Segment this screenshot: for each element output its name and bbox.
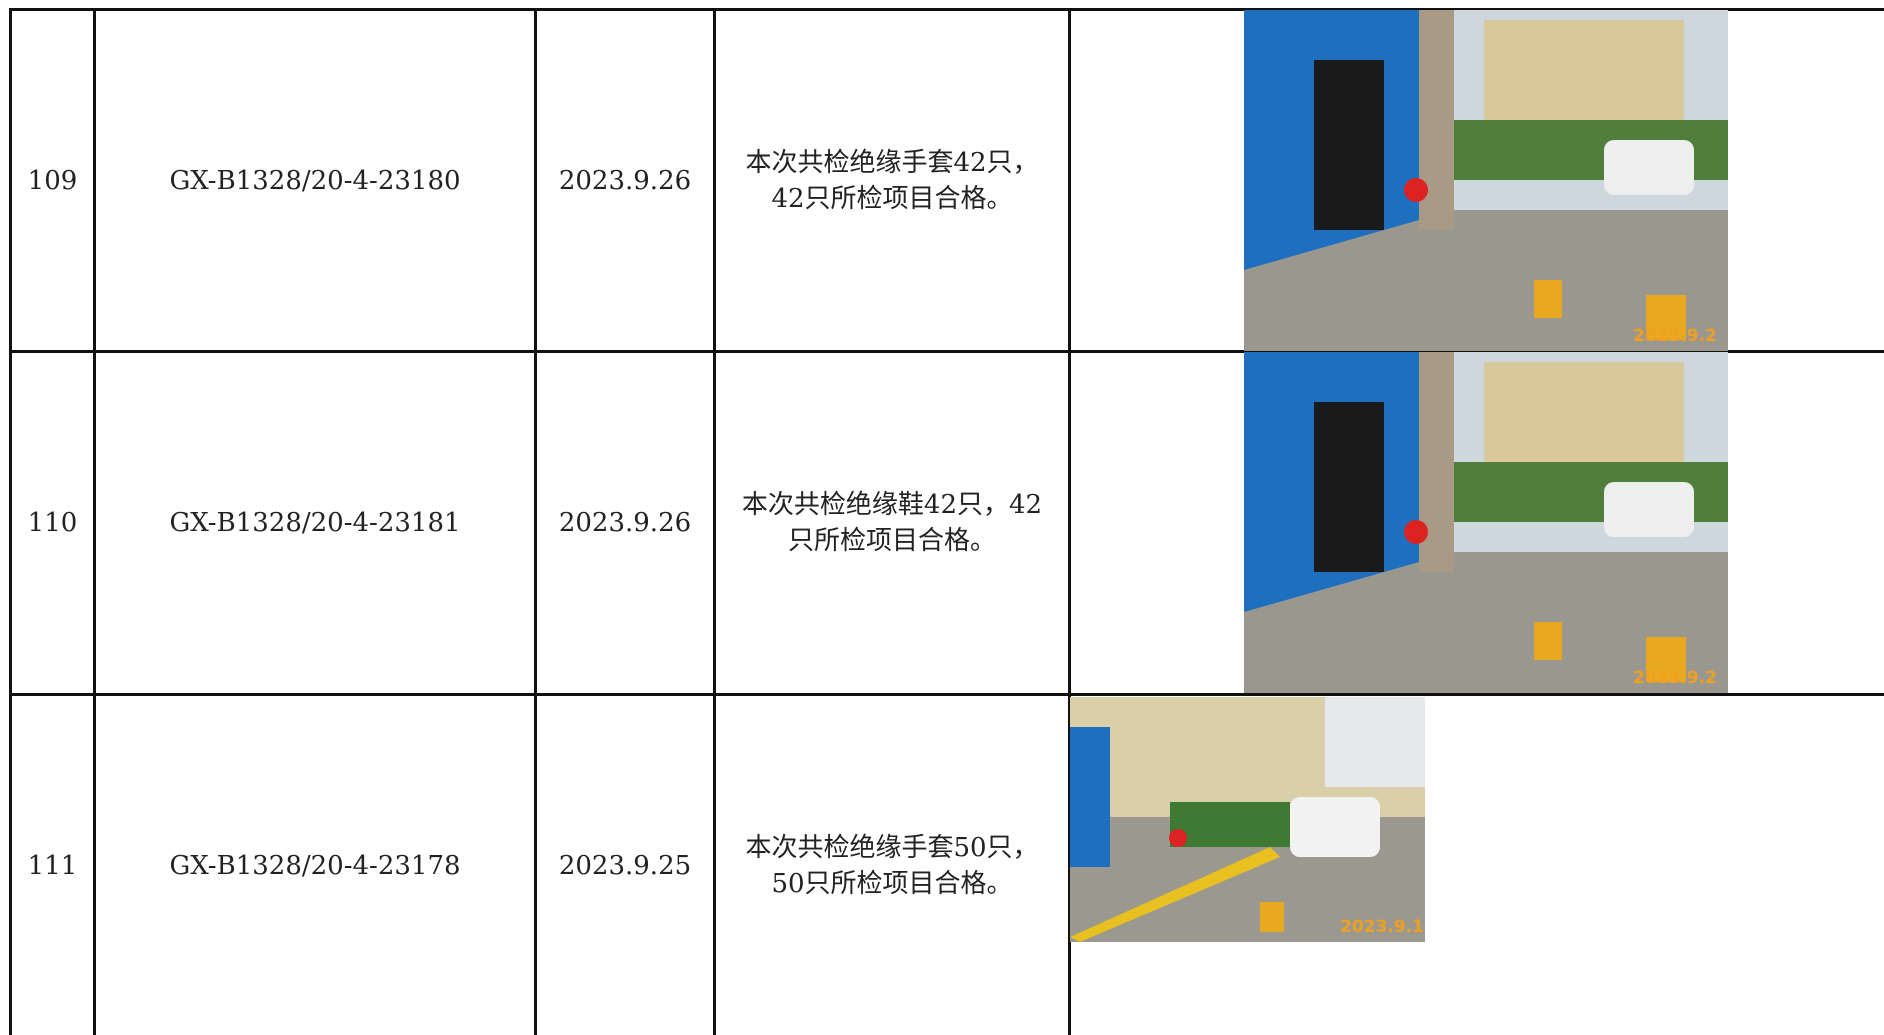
- door: [1314, 60, 1384, 230]
- car: [1290, 797, 1380, 857]
- tower: [1325, 697, 1425, 787]
- car: [1604, 140, 1694, 195]
- col-line: [1068, 8, 1071, 1035]
- cell-date: 2023.9.26: [558, 166, 692, 196]
- bucket: [1534, 280, 1562, 318]
- cell-no: 110: [27, 508, 78, 538]
- cell-result: 本次共检绝缘鞋42只，42只所检项目合格。: [741, 490, 1043, 556]
- site-photo: 2023.9.2: [1244, 10, 1728, 351]
- cell-date: 2023.9.26: [558, 508, 692, 538]
- cell-no: 109: [27, 166, 78, 196]
- cell-result: 本次共检绝缘手套42只，42只所检项目合格。: [745, 148, 1039, 214]
- cell-code: GX-B1328/20-4-23178: [169, 851, 461, 881]
- hedge: [1170, 802, 1290, 847]
- building: [1484, 362, 1684, 462]
- building: [1484, 20, 1684, 120]
- cell-code: GX-B1328/20-4-23180: [169, 166, 461, 196]
- col-line: [93, 8, 96, 1035]
- curb: [1070, 847, 1280, 942]
- cell-no: 111: [27, 851, 78, 881]
- bucket: [1646, 637, 1686, 682]
- photo-stamp: 2023.9.2: [1633, 326, 1717, 346]
- photo-stamp: 2023.9.2: [1633, 668, 1717, 688]
- door: [1314, 402, 1384, 572]
- col-line: [713, 8, 716, 1035]
- site-photo: 2023.9.2: [1244, 352, 1728, 693]
- door: [1070, 727, 1110, 867]
- site-photo: 2023.9.1: [1070, 697, 1425, 942]
- bucket: [1534, 622, 1562, 660]
- cell-code: GX-B1328/20-4-23181: [169, 508, 461, 538]
- helmet: [1404, 520, 1428, 544]
- row-line: [10, 8, 1884, 11]
- row-line: [10, 350, 1884, 353]
- col-line: [534, 8, 537, 1035]
- photo-stamp: 2023.9.1: [1340, 917, 1424, 937]
- col-line: [9, 8, 12, 1035]
- helmet: [1169, 829, 1187, 847]
- bucket: [1646, 295, 1686, 340]
- bucket: [1260, 902, 1284, 932]
- helmet: [1404, 178, 1428, 202]
- cell-date: 2023.9.25: [558, 851, 692, 881]
- cell-result: 本次共检绝缘手套50只，50只所检项目合格。: [745, 833, 1039, 899]
- car: [1604, 482, 1694, 537]
- row-line: [10, 693, 1884, 696]
